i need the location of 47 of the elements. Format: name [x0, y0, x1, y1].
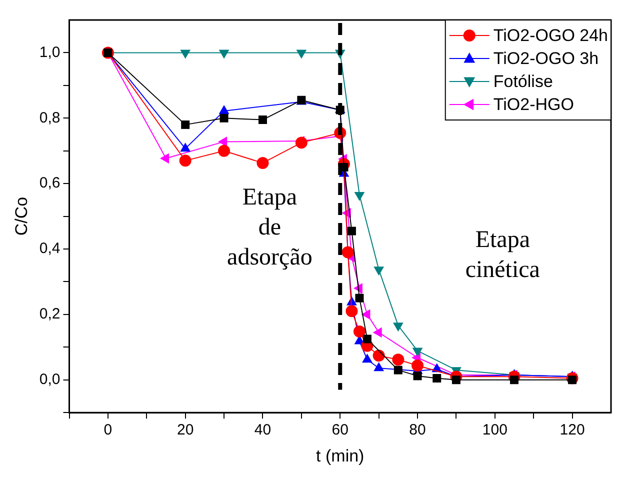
point [432, 374, 442, 382]
legend-label: TiO2-OGO 24h [493, 26, 608, 46]
point [413, 372, 422, 380]
point [295, 136, 308, 149]
point [372, 350, 385, 362]
y-axis-title: C/Co [12, 196, 31, 236]
point [218, 144, 230, 157]
y-tick-label: 0,4 [39, 240, 60, 258]
point [181, 120, 190, 129]
y-tick-label: 1,0 [39, 44, 60, 61]
point [346, 305, 358, 318]
point [180, 142, 191, 152]
y-tick-label: 0,2 [39, 306, 60, 323]
point [361, 309, 370, 320]
point [179, 154, 192, 167]
x-tick-label: 60 [332, 422, 348, 439]
point [353, 325, 366, 338]
point [394, 366, 402, 374]
point [362, 334, 372, 344]
point [256, 156, 269, 169]
annotation: Etapa de adsorção [227, 184, 312, 270]
y-tick-label: 0,0 [39, 371, 60, 388]
x-tick-label: 40 [254, 422, 272, 439]
annotation: Etapa cinética [465, 226, 540, 283]
y-tick-label: 0,8 [39, 109, 60, 126]
x-tick-label: 0 [104, 422, 112, 439]
point [412, 359, 424, 372]
x-axis-title: t (min) [316, 446, 364, 466]
x-tick-label: 100 [482, 422, 508, 439]
point [258, 116, 267, 124]
point [218, 104, 230, 114]
x-tick-label: 20 [176, 422, 194, 439]
x-tick-label: 120 [560, 422, 585, 439]
legend-label: TiO2-OGO 3h [493, 49, 599, 68]
point [355, 294, 364, 302]
point [372, 327, 382, 338]
point [392, 354, 404, 366]
point [374, 362, 384, 372]
point [362, 354, 372, 363]
point [218, 136, 228, 147]
y-tick-label: 0,6 [39, 174, 60, 192]
point [220, 114, 228, 122]
point [342, 246, 354, 258]
x-tick-label: 80 [409, 422, 426, 439]
legend-label: TiO2-HGO [493, 95, 574, 114]
legend-label: Fotólise [493, 72, 553, 92]
point [347, 226, 356, 236]
